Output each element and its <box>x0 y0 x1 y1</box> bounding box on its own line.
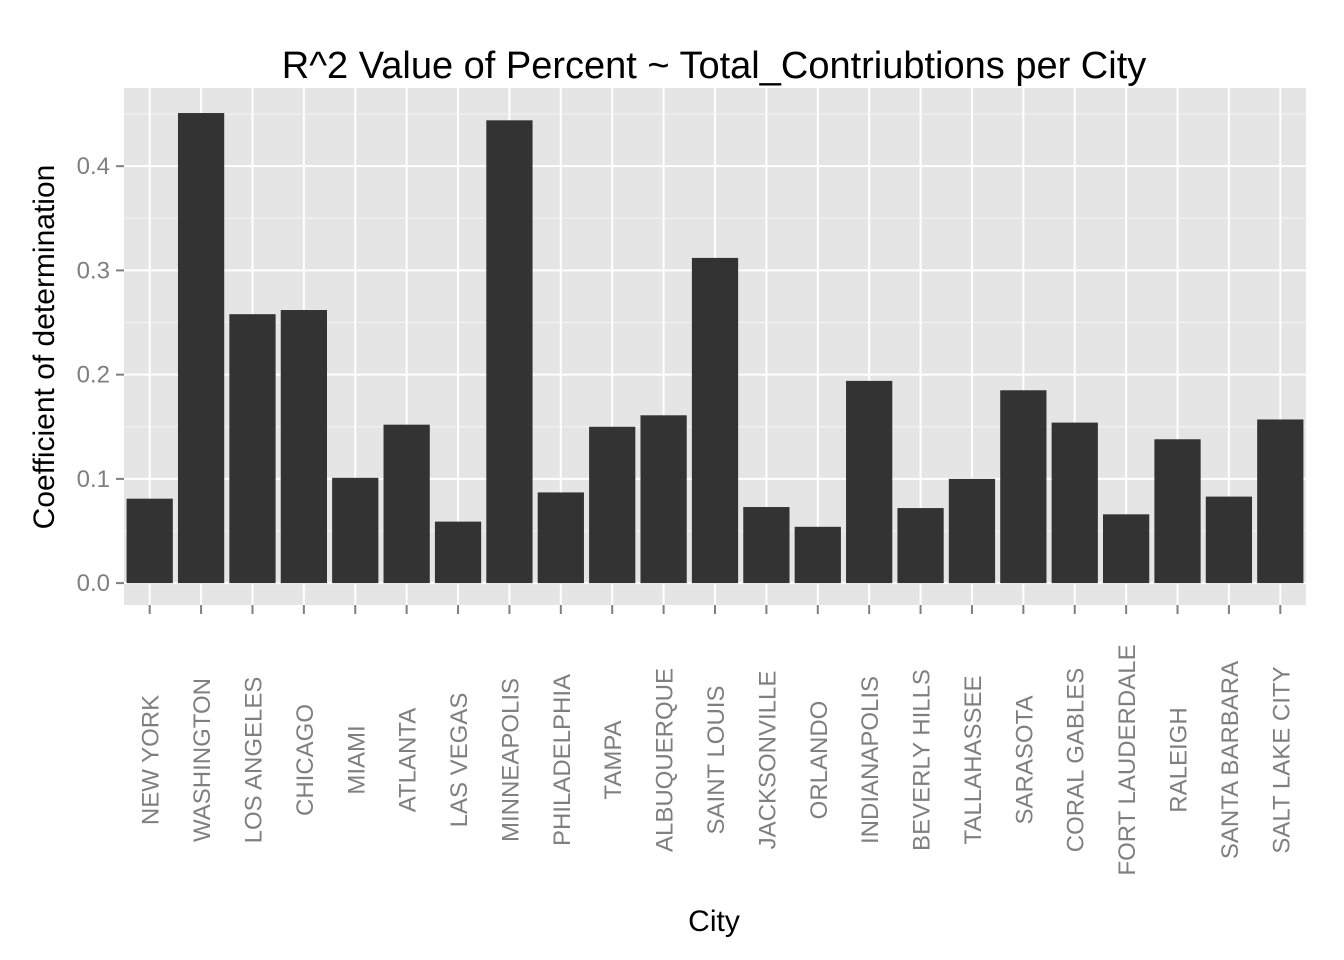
bar-miami <box>332 477 379 584</box>
bar-raleigh <box>1154 439 1201 584</box>
x-axis: NEW YORK WASHINGTON LOS ANGELES CHICAGO MIAM… <box>138 605 1295 876</box>
x-tick-label: SAINT LOUIS <box>703 686 730 835</box>
y-tick-label: 0.1 <box>77 466 110 493</box>
bar-orlando <box>794 526 841 584</box>
y-tick-label: 0.2 <box>77 362 110 389</box>
x-tick-label: PHILADELPHIA <box>549 674 576 846</box>
x-tick-label: CORAL GABLES <box>1063 668 1090 853</box>
bar-fort-lauderdale <box>1103 514 1150 584</box>
chart-title: R^2 Value of Percent ~ Total_Contriubtio… <box>282 45 1147 87</box>
bar-sarasota <box>1000 390 1047 584</box>
bar-indianapolis <box>846 380 893 584</box>
x-axis-title: City <box>688 905 740 938</box>
bar-chicago <box>280 310 327 584</box>
bar-santa-barbara <box>1205 496 1253 584</box>
bar-tampa <box>589 426 636 584</box>
x-tick-label: MIAMI <box>343 725 370 794</box>
x-tick-label: TAMPA <box>600 720 627 799</box>
x-tick-label: WASHINGTON <box>189 678 216 842</box>
bar-minneapolis <box>486 120 533 584</box>
x-tick-label: SANTA BARBARA <box>1217 661 1244 859</box>
x-tick-label: RALEIGH <box>1166 707 1193 812</box>
bar-philadelphia <box>537 492 584 584</box>
x-tick-label: LAS VEGAS <box>446 693 473 828</box>
x-tick-label: TALLAHASSEE <box>960 676 987 845</box>
x-tick-label: CHICAGO <box>292 704 319 816</box>
y-tick-label: 0.0 <box>77 570 110 597</box>
x-tick-label: ATLANTA <box>395 708 422 812</box>
x-tick-label: INDIANAPOLIS <box>857 676 884 844</box>
bar-salt-lake-city <box>1257 419 1304 584</box>
x-tick-label: SALT LAKE CITY <box>1268 666 1295 853</box>
x-tick-label: NEW YORK <box>138 695 165 825</box>
x-tick-label: JACKSONVILLE <box>754 671 781 850</box>
bar-atlanta <box>383 424 430 584</box>
x-tick-label: MINNEAPOLIS <box>497 678 524 842</box>
x-tick-label: ALBUQUERQUE <box>652 668 679 852</box>
x-tick-label: LOS ANGELES <box>240 677 267 844</box>
x-tick-label: ORLANDO <box>806 701 833 820</box>
bar-tallahassee <box>948 478 996 584</box>
bar-new-york <box>126 498 173 584</box>
y-axis: 0.0 0.1 0.2 0.3 0.4 <box>77 153 124 597</box>
bar-jacksonville <box>743 507 790 584</box>
x-tick-label: SARASOTA <box>1011 696 1038 825</box>
y-axis-title: Coefficient of determination <box>28 165 61 530</box>
bars <box>126 113 1304 584</box>
bar-washington <box>177 113 225 584</box>
bar-albuquerque <box>640 415 687 584</box>
x-tick-label: BEVERLY HILLS <box>909 669 936 851</box>
bar-saint-louis <box>691 257 739 584</box>
bar-los-angeles <box>229 314 276 584</box>
y-tick-label: 0.4 <box>77 153 110 180</box>
bar-beverly-hills <box>897 508 944 584</box>
y-tick-label: 0.3 <box>77 257 110 284</box>
bar-las-vegas <box>434 521 482 584</box>
bar-coral-gables <box>1051 422 1098 584</box>
x-tick-label: FORT LAUDERDALE <box>1114 644 1141 875</box>
